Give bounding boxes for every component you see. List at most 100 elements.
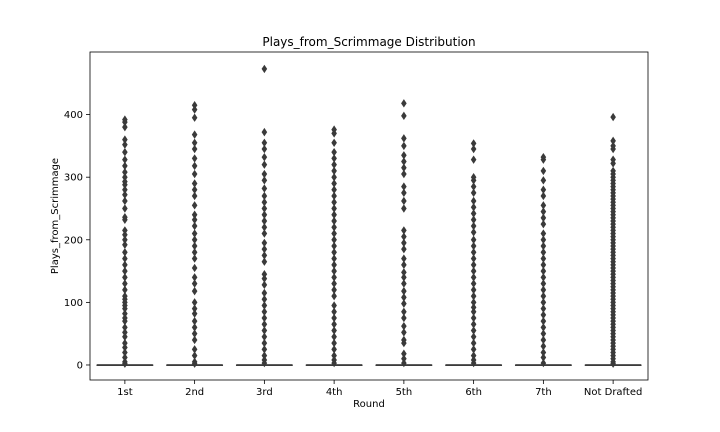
outlier-point	[540, 191, 547, 201]
outlier-point	[401, 273, 407, 282]
outlier-point	[540, 219, 547, 229]
outlier-point	[401, 307, 407, 316]
outlier-point	[122, 204, 128, 213]
outlier-point	[401, 204, 407, 213]
outlier-point	[470, 176, 477, 185]
outlier-point	[261, 229, 268, 238]
outlier-point	[191, 273, 198, 282]
outlier-point	[122, 348, 128, 357]
outlier-point	[331, 273, 337, 282]
outlier-point	[331, 172, 337, 182]
outlier-point	[191, 241, 198, 251]
outlier-point	[401, 157, 407, 166]
outlier-point	[470, 298, 477, 307]
outlier-point	[470, 248, 477, 257]
outlier-point	[331, 191, 337, 201]
outlier-point	[122, 353, 128, 362]
box-2nd	[166, 101, 224, 368]
outlier-point	[331, 254, 337, 263]
outlier-point	[540, 260, 547, 270]
outlier-point	[331, 185, 337, 194]
outlier-point	[470, 221, 477, 231]
outlier-point	[331, 129, 337, 138]
outlier-point	[261, 238, 268, 248]
outlier-point	[331, 358, 337, 368]
outlier-point	[470, 241, 477, 251]
outlier-point	[470, 351, 477, 360]
outlier-point	[540, 248, 547, 257]
outlier-point	[261, 270, 268, 279]
outlier-point	[122, 254, 128, 263]
outlier-point	[470, 266, 477, 276]
box-4th	[305, 125, 363, 368]
box-6th	[445, 139, 503, 368]
outlier-point	[191, 351, 198, 360]
outlier-point	[122, 328, 128, 337]
outlier-point	[331, 235, 337, 244]
x-tick-label: 1st	[117, 387, 133, 398]
outlier-point	[470, 196, 477, 206]
outlier-point	[470, 182, 477, 191]
outlier-point	[331, 210, 337, 219]
outlier-point	[540, 166, 547, 176]
outlier-point	[331, 223, 337, 232]
outlier-point	[540, 229, 547, 238]
outlier-point	[470, 215, 477, 224]
box-3rd	[235, 64, 293, 368]
outlier-point	[401, 286, 407, 296]
outlier-point	[191, 169, 198, 179]
x-tick-label: 6th	[465, 387, 482, 398]
outlier-point	[261, 138, 268, 147]
outlier-point	[540, 316, 547, 326]
outlier-point	[540, 254, 547, 263]
outlier-point	[122, 161, 128, 171]
outlier-point	[122, 343, 128, 352]
outlier-point	[610, 159, 616, 168]
outlier-point	[470, 260, 477, 270]
outlier-point	[540, 266, 547, 276]
y-tick-label: 200	[64, 235, 83, 246]
outlier-point	[191, 138, 198, 147]
outlier-point	[331, 260, 337, 270]
y-tick-label: 0	[77, 360, 83, 371]
outlier-point	[191, 235, 198, 244]
outlier-point	[331, 248, 337, 257]
outlier-point	[191, 201, 198, 210]
outlier-point	[401, 238, 407, 248]
y-axis: 0 100 200 300 400	[64, 110, 90, 371]
outlier-point	[540, 310, 547, 320]
outlier-point	[401, 169, 407, 179]
outlier-point	[122, 359, 128, 368]
outlier-point	[191, 309, 198, 318]
outlier-point	[191, 335, 198, 345]
outlier-point	[122, 215, 128, 224]
box-group	[96, 64, 642, 368]
outlier-point	[122, 167, 128, 177]
outlier-point	[122, 304, 128, 313]
outlier-point	[122, 196, 128, 206]
outlier-point	[191, 185, 198, 194]
outlier-point	[470, 203, 477, 212]
outlier-point	[191, 144, 198, 154]
outlier-point	[540, 298, 547, 307]
outlier-point	[470, 338, 477, 348]
outlier-point	[401, 188, 407, 198]
outlier-point	[470, 291, 477, 301]
outlier-point	[540, 241, 547, 251]
outlier-point	[401, 354, 407, 363]
outlier-point	[470, 144, 477, 154]
outlier-point	[122, 226, 128, 235]
outlier-point	[122, 117, 128, 127]
outlier-point	[122, 155, 128, 164]
outlier-point	[261, 257, 268, 266]
outlier-point	[331, 138, 337, 147]
outlier-point	[122, 332, 128, 342]
outlier-point	[401, 151, 407, 160]
outlier-point	[122, 273, 128, 282]
outlier-point	[401, 358, 407, 368]
outlier-point	[122, 279, 128, 288]
outlier-point	[470, 228, 477, 237]
outlier-point	[401, 182, 407, 191]
outlier-point	[261, 320, 268, 329]
outlier-point	[540, 176, 547, 185]
